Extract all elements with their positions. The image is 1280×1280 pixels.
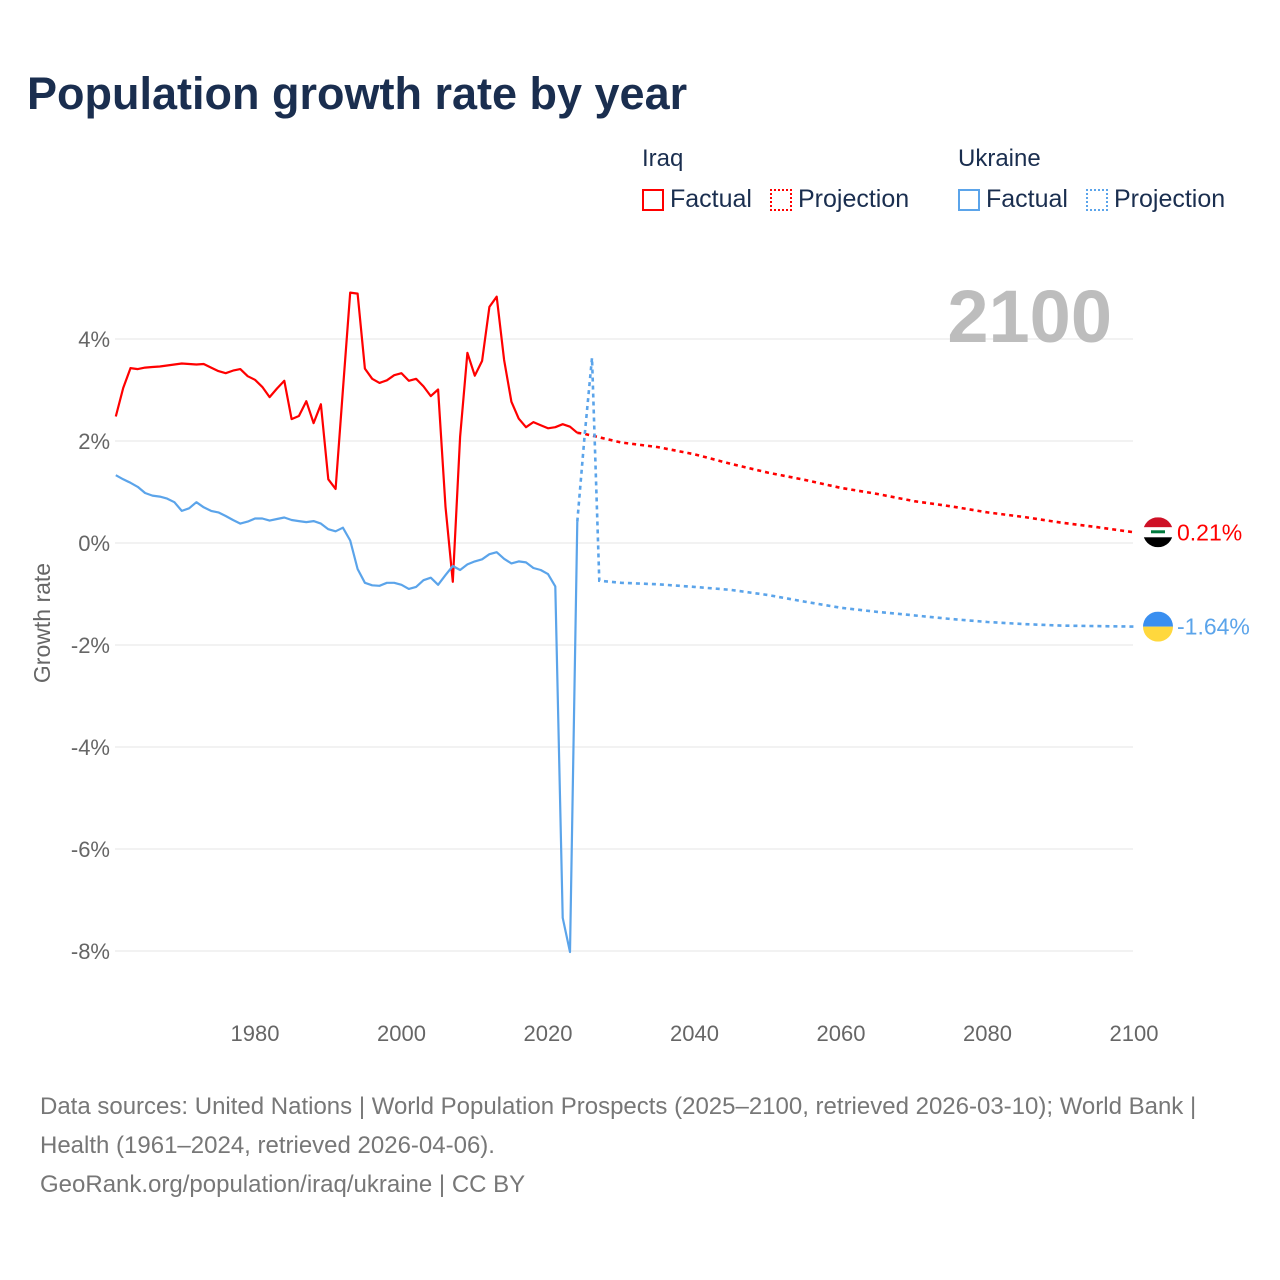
iraq-flag-icon [1143, 517, 1173, 548]
legend-ukraine-projection[interactable]: Projection [1085, 185, 1226, 214]
legend-label: Factual [986, 185, 1068, 213]
x-tick-label: 2060 [817, 1021, 866, 1046]
dotted-swatch-icon [769, 188, 792, 211]
x-tick-label: 2020 [524, 1021, 573, 1046]
flag-stripe [1143, 537, 1173, 548]
iraq-projection-line [577, 431, 1135, 534]
x-tick-label: 2000 [377, 1021, 426, 1046]
iraq-factual-line [114, 291, 579, 583]
legend-country-iraq: Iraq [642, 145, 684, 172]
ukraine-projection-line [576, 357, 1135, 628]
legend-country-ukraine: Ukraine [958, 145, 1041, 172]
legend-label: Projection [1113, 185, 1226, 213]
legend-label: Factual [670, 185, 752, 213]
dotted-swatch-icon [1085, 188, 1108, 211]
y-tick-label: 0% [78, 531, 110, 556]
y-tick-label: -6% [71, 837, 110, 862]
x-tick-label: 2100 [1110, 1021, 1159, 1046]
legend-iraq-projection[interactable]: Projection [769, 185, 910, 214]
footer: Data sources: United Nations | World Pop… [40, 1087, 1240, 1204]
y-tick-label: -8% [71, 939, 110, 964]
y-tick-label: -2% [71, 633, 110, 658]
y-axis-label: Growth rate [29, 563, 55, 683]
legend-iraq-factual[interactable]: Factual [642, 185, 752, 214]
x-tick-label: 2040 [670, 1021, 719, 1046]
flag-stripe [1143, 611, 1173, 627]
data-sources: Data sources: United Nations | World Pop… [40, 1093, 1197, 1159]
x-tick-label: 1980 [231, 1021, 280, 1046]
flag-emblem [1151, 530, 1165, 534]
legend-group-iraq: Iraq Factual Projection [642, 145, 909, 213]
x-tick-label: 2080 [963, 1021, 1012, 1046]
solid-swatch-icon [642, 188, 664, 211]
y-tick-label: -4% [71, 735, 110, 760]
ukraine-end-label: -1.64% [1177, 614, 1250, 640]
legend-ukraine-factual[interactable]: Factual [958, 185, 1068, 214]
ukraine-factual-line [115, 474, 579, 954]
iraq-end-label: 0.21% [1177, 519, 1242, 545]
flag-stripe [1143, 626, 1173, 642]
credit-link[interactable]: GeoRank.org/population/iraq/ukraine | CC… [40, 1171, 526, 1198]
y-tick-label: 4% [78, 327, 110, 352]
y-tick-label: 2% [78, 429, 110, 454]
year-overlay: 2100 [947, 275, 1112, 358]
solid-swatch-icon [958, 188, 980, 211]
legend-group-ukraine: Ukraine Factual Projection [958, 145, 1225, 213]
legend-label: Projection [797, 185, 910, 213]
ukraine-flag-icon [1143, 611, 1173, 642]
flag-stripe [1143, 517, 1173, 528]
chart-title: Population growth rate by year [27, 68, 688, 119]
